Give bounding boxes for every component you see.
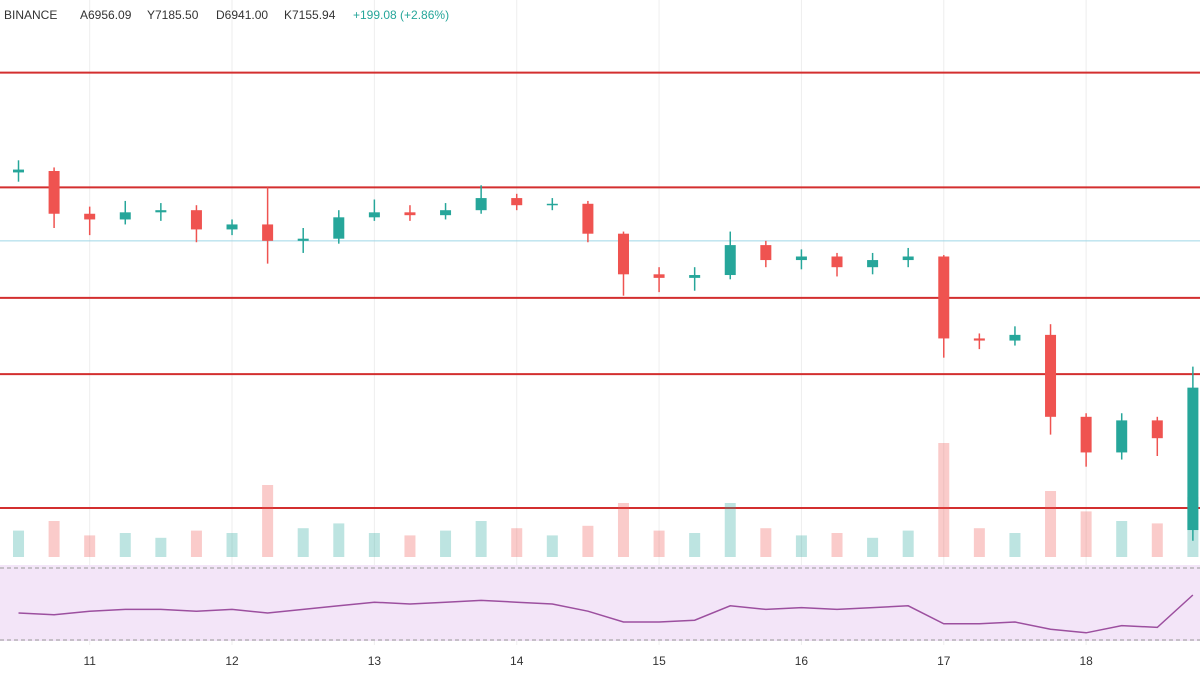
volume-bar xyxy=(155,537,167,557)
candle-body xyxy=(653,274,665,278)
high-label: Y7185.50 xyxy=(147,8,199,22)
candle-body xyxy=(1080,416,1092,453)
candle-body xyxy=(1151,420,1163,439)
candle-body xyxy=(368,212,380,218)
candle-body xyxy=(617,233,629,275)
candle-body xyxy=(13,169,25,173)
close-label: K7155.94 xyxy=(284,8,336,22)
candle-body xyxy=(938,256,950,339)
volume-bar xyxy=(262,485,274,557)
volume-bar xyxy=(440,530,452,557)
x-tick-label: 14 xyxy=(510,654,524,668)
change-label: +199.08 (+2.86%) xyxy=(353,8,449,22)
volume-bar xyxy=(546,535,558,557)
candle-body xyxy=(795,256,807,261)
candle-body xyxy=(190,210,202,230)
candle-body xyxy=(511,198,523,206)
candle-body xyxy=(546,203,558,206)
volume-bar xyxy=(760,528,772,557)
candle-body xyxy=(724,245,736,276)
candle-body xyxy=(1009,334,1021,341)
volume-bar xyxy=(653,530,665,557)
candle-body xyxy=(760,245,772,261)
volume-bar xyxy=(368,533,380,557)
rsi-pane xyxy=(0,565,1200,641)
volume-bar xyxy=(404,535,416,557)
candle-body xyxy=(973,338,985,341)
candle-body xyxy=(475,198,487,211)
volume-bar xyxy=(831,533,843,557)
candle-body xyxy=(440,210,452,216)
candle-body xyxy=(155,210,167,213)
candle-body xyxy=(333,217,345,239)
grid: 11 12 13 14 15 16 17 18 xyxy=(83,0,1093,668)
volume-bar xyxy=(511,528,523,557)
candle-body xyxy=(404,212,416,216)
exchange: BINANCE xyxy=(4,8,57,22)
volume-bar xyxy=(1080,511,1092,557)
candle-body xyxy=(48,171,60,214)
low-label: D6941.00 xyxy=(216,8,268,22)
volume-bar xyxy=(226,533,238,557)
volume-bar xyxy=(84,535,96,557)
candle-body xyxy=(119,212,131,220)
volume-bar xyxy=(48,521,60,557)
price-pane xyxy=(0,71,1200,557)
labels: BINANCE A6956.09 Y7185.50 D6941.00 K7155… xyxy=(4,8,449,22)
volume-bar xyxy=(724,503,736,557)
candle-body xyxy=(297,238,309,241)
candle-body xyxy=(1045,334,1057,417)
x-tick-label: 18 xyxy=(1079,654,1093,668)
volume-bar xyxy=(938,443,950,557)
candle-body xyxy=(1116,420,1128,453)
rsi-line xyxy=(18,594,1194,634)
x-tick-label: 13 xyxy=(368,654,382,668)
volume-bar xyxy=(795,535,807,557)
volume-bar xyxy=(333,523,345,557)
volume-bar xyxy=(190,530,202,557)
volume-bar xyxy=(119,533,131,557)
x-tick-label: 12 xyxy=(225,654,239,668)
volume-bar xyxy=(297,528,309,557)
x-tick-label: 11 xyxy=(83,654,96,668)
candle-body xyxy=(226,224,238,230)
candle-body xyxy=(84,213,96,220)
volume-bar xyxy=(1009,533,1021,557)
candle-body xyxy=(689,275,701,278)
x-tick-label: 17 xyxy=(937,654,951,668)
volume-bar xyxy=(617,503,629,557)
rsi-group xyxy=(0,567,1200,641)
volume-bar xyxy=(1151,523,1163,557)
candle-body xyxy=(1187,387,1199,531)
open-label: A6956.09 xyxy=(80,8,132,22)
x-tick-label: 15 xyxy=(652,654,666,668)
candle-body xyxy=(867,260,879,268)
volume-bar xyxy=(867,537,879,557)
volume-bar xyxy=(582,525,594,557)
volume-bar xyxy=(1116,521,1128,557)
x-tick-label: 16 xyxy=(795,654,809,668)
volume-bar xyxy=(475,521,487,557)
candle-body xyxy=(831,256,843,268)
candle-body xyxy=(262,224,274,241)
volume-bar xyxy=(13,530,25,557)
candle-body xyxy=(902,256,914,261)
volume-bar xyxy=(689,533,701,557)
candle-body xyxy=(582,203,594,234)
volume-bar xyxy=(1045,491,1057,557)
volume-bar xyxy=(973,528,985,557)
volume-bar xyxy=(902,530,914,557)
